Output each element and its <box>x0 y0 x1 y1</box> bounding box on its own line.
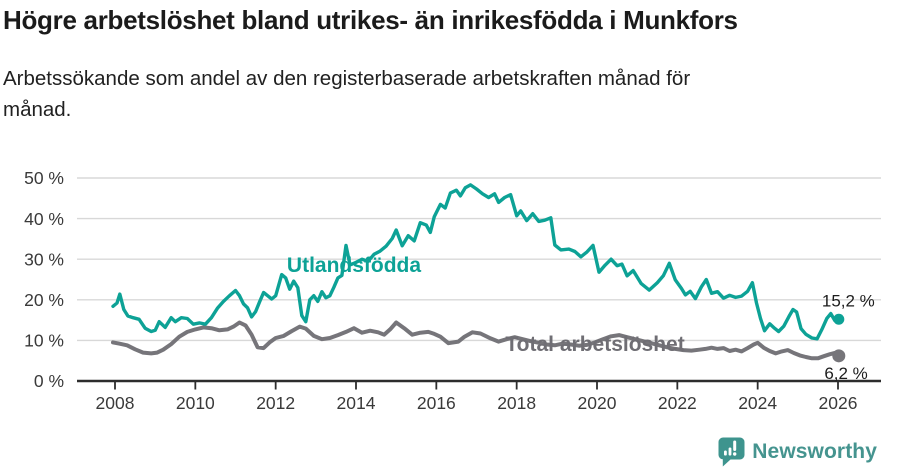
brand-name: Newsworthy <box>752 440 877 463</box>
chart-subtitle: Arbetssökande som andel av den registerb… <box>3 67 691 121</box>
y-axis-tick-label: 20 % <box>24 290 64 310</box>
series-label-total-arbetsloshet: Total arbetslöshet <box>505 333 684 356</box>
end-value-label-utlandsfodda: 15,2 % <box>822 291 875 310</box>
series-label-utlandsfodda: Utlandsfödda <box>287 254 421 277</box>
newsworthy-logo: Newsworthy <box>718 437 877 467</box>
x-axis-tick-label: 2018 <box>497 393 536 413</box>
newsworthy-icon <box>718 437 745 467</box>
y-axis-tick-label: 30 % <box>24 249 64 269</box>
x-axis-tick-label: 2014 <box>337 393 376 413</box>
x-axis-tick-label: 2026 <box>819 393 858 413</box>
series-line-utlandsfodda <box>111 183 841 341</box>
x-axis-tick-label: 2008 <box>96 393 135 413</box>
y-axis-tick-label: 40 % <box>24 209 64 229</box>
end-value-label-total-arbetsloshet: 6,2 % <box>824 364 867 383</box>
page-title: Högre arbetslöshet bland utrikes- än inr… <box>3 5 738 35</box>
series-line-total-arbetsloshet <box>111 320 841 361</box>
x-axis-tick-label: 2020 <box>578 393 617 413</box>
x-axis-tick-label: 2022 <box>658 393 697 413</box>
end-dot-utlandsfodda <box>833 313 845 325</box>
end-dot-total-arbetsloshet <box>832 349 846 363</box>
x-axis-tick-label: 2010 <box>176 393 215 413</box>
x-axis-tick-label: 2012 <box>256 393 295 413</box>
x-axis-tick-label: 2016 <box>417 393 456 413</box>
y-axis-tick-label: 50 % <box>24 168 64 188</box>
y-axis-tick-label: 0 % <box>34 371 64 391</box>
x-axis-tick-label: 2024 <box>738 393 777 413</box>
y-axis-tick-label: 10 % <box>24 331 64 351</box>
